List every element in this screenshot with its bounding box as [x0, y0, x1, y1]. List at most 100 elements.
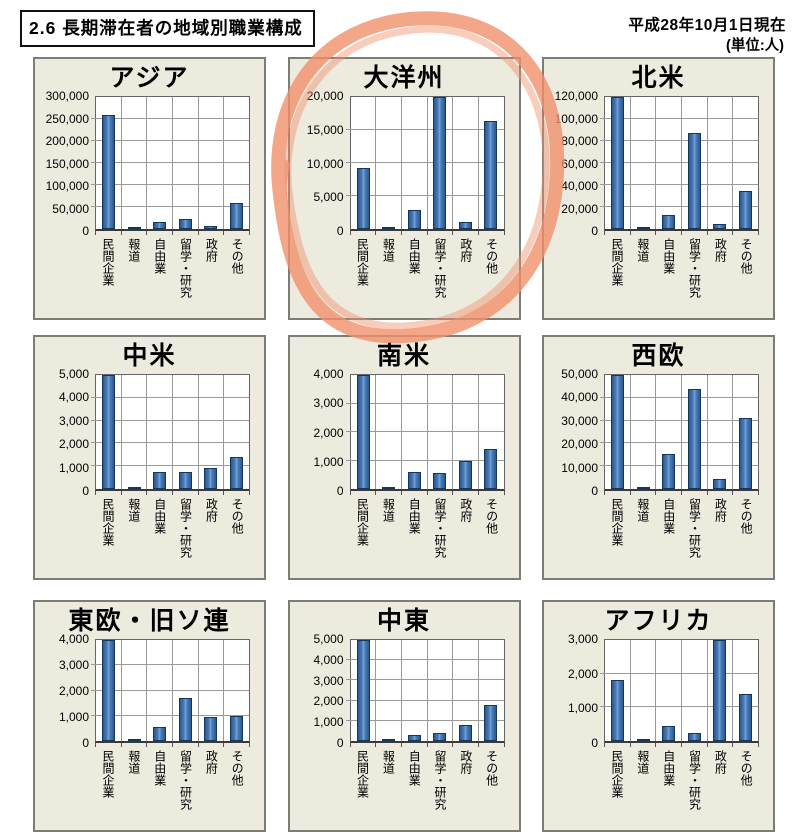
x-category-label: 自由業	[401, 498, 427, 575]
y-tick-label: 0	[591, 736, 598, 750]
bar-column	[656, 97, 682, 229]
horizontal-gridline	[91, 162, 249, 163]
horizontal-gridline	[345, 659, 504, 661]
x-category-label: 民間企業	[350, 498, 376, 575]
x-axis-labels: 民間企業 報道 自由業 留学・研究 政府 その他	[604, 235, 759, 315]
x-category-label-text: 留学・研究	[178, 498, 193, 558]
bar-column	[402, 640, 428, 741]
x-category-label-text: 報道	[635, 750, 650, 774]
x-category-label: 報道	[121, 238, 147, 315]
y-axis-labels: 0 1,000 2,000 3,000 4,000 5,000	[35, 368, 95, 497]
x-category-label: 自由業	[401, 238, 427, 315]
x-axis-tick	[656, 491, 683, 495]
x-category-label-text: 民間企業	[101, 750, 116, 798]
bar	[356, 375, 370, 489]
bar-column	[96, 640, 122, 741]
bar	[204, 717, 218, 741]
bar-column	[682, 97, 708, 229]
x-category-label: 報道	[630, 498, 656, 575]
x-axis-tick	[631, 743, 657, 747]
x-category-label-text: 留学・研究	[433, 750, 448, 810]
bar-column	[198, 640, 224, 741]
x-category-label: 政府	[198, 750, 224, 827]
x-category-label: その他	[224, 238, 250, 315]
x-category-label-text: 自由業	[407, 498, 422, 534]
x-axis-labels: 民間企業 報道 自由業 留学・研究 政府 その他	[350, 747, 505, 827]
vertical-gridline	[199, 640, 225, 741]
y-tick-label: 1,000	[58, 710, 89, 724]
vertical-gridline	[96, 375, 122, 489]
vertical-gridline	[631, 97, 657, 229]
x-category-label-text: 民間企業	[355, 498, 370, 546]
horizontal-gridline	[345, 699, 504, 701]
x-category-label: その他	[479, 498, 505, 575]
x-category-label: 自由業	[656, 750, 682, 827]
x-axis-tick	[96, 231, 122, 235]
x-category-label-text: 自由業	[152, 750, 167, 786]
bar	[127, 227, 141, 229]
bar-column	[224, 97, 250, 229]
vertical-gridline	[122, 97, 148, 229]
x-axis-tick	[631, 491, 657, 495]
horizontal-gridline	[91, 419, 249, 421]
bar-column	[122, 375, 148, 489]
chart-area: 0 20,000 40,000 60,000 80,000 100,000 120,000 民…	[544, 90, 773, 318]
y-tick-label: 200,000	[45, 134, 89, 148]
bar	[687, 388, 701, 489]
chart-area: 0 1,000 2,000 3,000 4,000 5,000 民間企業 報道 自由業 留学・研究…	[290, 633, 519, 830]
bar	[204, 226, 218, 229]
horizontal-gridline	[91, 206, 249, 207]
bar	[102, 115, 116, 229]
x-axis-tick	[147, 491, 174, 495]
x-axis-tick	[122, 491, 148, 495]
x-axis-labels: 民間企業 報道 自由業 留学・研究 政府 その他	[95, 747, 250, 827]
bar	[153, 471, 167, 489]
chart-panel-north-america: 北米 0 20,000 40,000 60,000 80,000 100,000 120,00…	[542, 57, 775, 320]
bar-column	[198, 375, 224, 489]
y-tick-label: 0	[591, 484, 598, 498]
x-category-label-text: その他	[484, 498, 499, 534]
x-axis-tick	[682, 231, 708, 235]
y-tick-label: 0	[336, 224, 344, 238]
x-category-label: 報道	[121, 498, 147, 575]
horizontal-gridline	[600, 465, 758, 467]
bar	[636, 226, 650, 229]
x-axis-tick	[224, 491, 251, 495]
horizontal-gridline	[345, 459, 504, 461]
x-category-label: 自由業	[401, 750, 427, 827]
bars-layer	[605, 640, 758, 741]
y-tick-label: 30,000	[561, 413, 598, 428]
y-tick-label: 250,000	[45, 111, 89, 126]
x-axis-tick	[173, 231, 199, 235]
horizontal-gridline	[600, 672, 758, 674]
vertical-gridline	[122, 640, 148, 741]
vertical-gridline	[453, 375, 479, 489]
horizontal-gridline	[91, 664, 249, 666]
bar-column	[173, 640, 199, 741]
bar	[611, 97, 625, 229]
horizontal-gridline	[600, 396, 758, 398]
chart-title: 東欧・旧ソ連	[68, 607, 231, 635]
bar-column	[173, 97, 199, 229]
bar	[662, 453, 676, 489]
x-category-label: 民間企業	[604, 238, 630, 315]
bar-column	[427, 640, 453, 741]
bar-column	[682, 375, 708, 489]
x-category-label-text: 自由業	[661, 238, 676, 274]
vertical-gridline	[428, 640, 454, 741]
x-axis-tick	[224, 231, 251, 235]
x-axis-ticks	[95, 491, 251, 495]
x-axis-tick	[199, 231, 225, 235]
bar	[153, 726, 167, 741]
horizontal-gridline	[91, 184, 249, 185]
plot-area	[600, 374, 759, 491]
y-tick-label: 4,000	[313, 652, 344, 667]
bars-layer	[351, 375, 504, 489]
y-tick-label: 80,000	[561, 134, 598, 148]
vertical-gridline	[428, 375, 454, 489]
x-category-label: 報道	[375, 498, 401, 575]
x-category-label-text: 政府	[204, 238, 219, 262]
bar-column	[376, 375, 402, 489]
bar	[153, 222, 167, 229]
x-axis-tick	[656, 743, 683, 747]
